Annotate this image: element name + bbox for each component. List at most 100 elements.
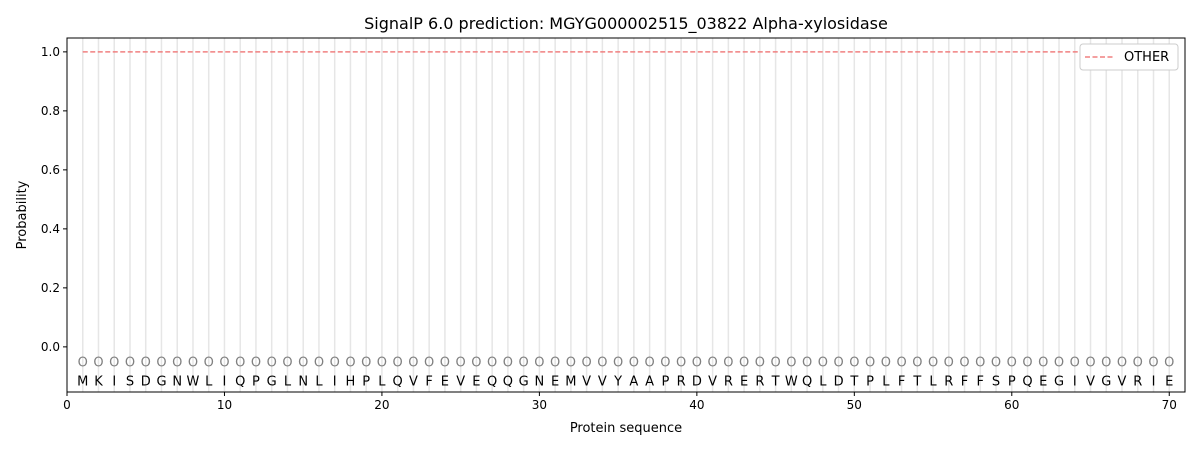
y-tick-label: 0.4: [41, 222, 60, 236]
region-label: O: [912, 356, 922, 371]
region-label: O: [1038, 356, 1048, 371]
region-label: O: [786, 356, 796, 371]
residue-label: G: [267, 374, 277, 389]
region-label: O: [896, 356, 906, 371]
residue-label: V: [1118, 374, 1127, 389]
y-tick-label: 0.8: [41, 104, 60, 118]
residue-label: D: [141, 374, 151, 389]
chart-title: SignalP 6.0 prediction: MGYG000002515_03…: [364, 14, 888, 34]
region-label: O: [1164, 356, 1174, 371]
region-label: O: [408, 356, 418, 371]
x-tick-label: 30: [532, 398, 547, 412]
residue-label: V: [456, 374, 465, 389]
residue-label: L: [378, 374, 386, 389]
region-label: O: [1054, 356, 1064, 371]
residue-label: I: [1152, 374, 1156, 389]
region-label: O: [550, 356, 560, 371]
residue-label: Q: [1022, 374, 1032, 389]
residue-label: I: [112, 374, 116, 389]
region-label: O: [676, 356, 686, 371]
x-tick-label: 40: [689, 398, 704, 412]
region-label: O: [629, 356, 639, 371]
region-label: O: [377, 356, 387, 371]
residue-label: H: [346, 374, 356, 389]
residue-label: S: [126, 374, 134, 389]
residue-label: L: [819, 374, 827, 389]
region-label: O: [1007, 356, 1017, 371]
region-label: O: [849, 356, 859, 371]
residue-label: F: [898, 374, 905, 389]
residue-label: L: [284, 374, 292, 389]
region-label: O: [330, 356, 340, 371]
residue-label: V: [598, 374, 607, 389]
residue-label: L: [205, 374, 213, 389]
residue-label: V: [409, 374, 418, 389]
residue-label: P: [252, 374, 260, 389]
residue-label: A: [645, 374, 654, 389]
residue-label: W: [187, 374, 200, 389]
region-label: O: [251, 356, 261, 371]
x-tick-label: 70: [1162, 398, 1177, 412]
residue-label: V: [1086, 374, 1095, 389]
residue-label: E: [1039, 374, 1047, 389]
region-label: O: [125, 356, 135, 371]
residue-label: W: [785, 374, 798, 389]
residue-label: I: [223, 374, 227, 389]
residue-label: V: [582, 374, 591, 389]
region-label: O: [534, 356, 544, 371]
region-label: O: [204, 356, 214, 371]
region-label: O: [440, 356, 450, 371]
region-label: O: [393, 356, 403, 371]
residue-label: R: [724, 374, 733, 389]
x-tick-label: 50: [847, 398, 862, 412]
region-label: O: [865, 356, 875, 371]
residue-label: Q: [235, 374, 245, 389]
residue-label: P: [661, 374, 669, 389]
region-label: O: [802, 356, 812, 371]
region-label: O: [991, 356, 1001, 371]
residue-label: Q: [802, 374, 812, 389]
region-label: O: [188, 356, 198, 371]
residue-label: Q: [393, 374, 403, 389]
region-label: O: [219, 356, 229, 371]
region-label: O: [156, 356, 166, 371]
region-label: O: [487, 356, 497, 371]
residue-label: V: [708, 374, 717, 389]
region-label: O: [755, 356, 765, 371]
region-label: O: [519, 356, 529, 371]
region-label: O: [597, 356, 607, 371]
residue-label: R: [677, 374, 686, 389]
y-tick-label: 0.2: [41, 281, 60, 295]
residue-label: E: [551, 374, 559, 389]
residue-label: D: [692, 374, 702, 389]
region-label: O: [1148, 356, 1158, 371]
region-label: O: [944, 356, 954, 371]
region-label: O: [1133, 356, 1143, 371]
region-label: O: [928, 356, 938, 371]
region-label: O: [235, 356, 245, 371]
residue-label: Y: [613, 374, 622, 389]
residue-label: P: [866, 374, 874, 389]
region-label: O: [314, 356, 324, 371]
y-axis-label: Probability: [15, 180, 30, 249]
region-label: O: [975, 356, 985, 371]
region-label: O: [660, 356, 670, 371]
region-label: O: [298, 356, 308, 371]
region-label: O: [1085, 356, 1095, 371]
region-label: O: [93, 356, 103, 371]
residue-label: P: [362, 374, 370, 389]
residue-label: M: [565, 374, 576, 389]
region-label: O: [692, 356, 702, 371]
residue-label: G: [156, 374, 166, 389]
residue-label: E: [472, 374, 480, 389]
residue-label: I: [1073, 374, 1077, 389]
residue-label: D: [834, 374, 844, 389]
residue-label: A: [629, 374, 638, 389]
region-label: O: [345, 356, 355, 371]
region-label: O: [424, 356, 434, 371]
residue-label: R: [944, 374, 953, 389]
residue-label: T: [912, 374, 921, 389]
region-label: O: [1022, 356, 1032, 371]
region-label: O: [582, 356, 592, 371]
